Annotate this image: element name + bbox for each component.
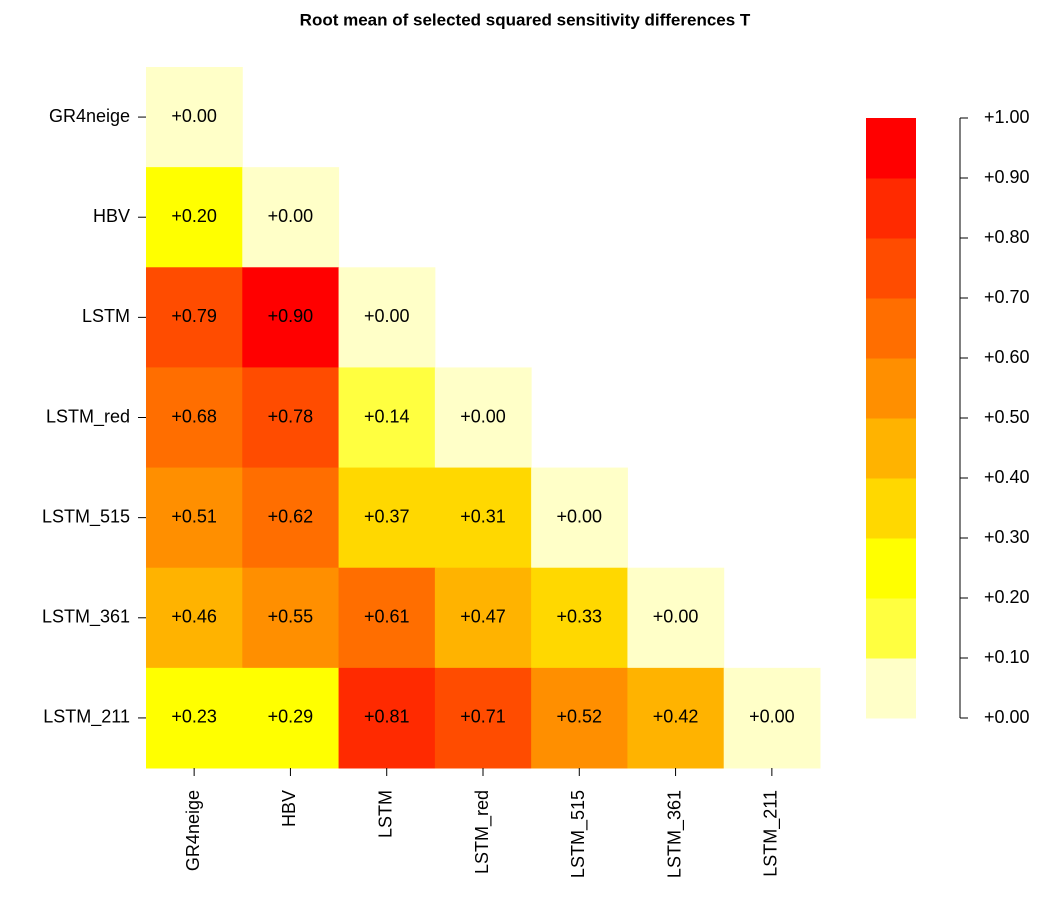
heatmap-cell [146, 167, 243, 268]
y-tick-label: LSTM_361 [42, 607, 130, 628]
cell-label: +0.52 [557, 707, 603, 727]
cell-label: +0.23 [171, 707, 217, 727]
colorbar-tick-label: +0.70 [984, 287, 1030, 307]
x-tick-label: LSTM [375, 790, 395, 838]
colorbar-bin [866, 658, 916, 719]
heatmap-cell [242, 367, 340, 469]
colorbar-tick-label: +0.60 [984, 347, 1030, 367]
x-tick-label: HBV [279, 790, 299, 827]
colorbar-bin [866, 298, 916, 359]
x-tick-label: LSTM_red [472, 790, 493, 874]
cell-label: +0.20 [171, 206, 217, 226]
cell-label: +0.00 [364, 306, 410, 326]
cell-label: +0.00 [557, 506, 603, 526]
x-tick-label: LSTM_361 [664, 790, 685, 878]
colorbar-bin [866, 178, 916, 239]
cell-label: +0.55 [268, 607, 314, 627]
y-tick-label: GR4neige [49, 106, 130, 126]
colorbar-tick-label: +0.30 [984, 527, 1030, 547]
heatmap-cell [531, 467, 628, 569]
cell-label: +0.31 [460, 506, 506, 526]
cell-label: +0.46 [171, 607, 217, 627]
heatmap-cell [338, 267, 436, 368]
heatmap-cell [723, 667, 821, 769]
x-tick-label: LSTM_515 [568, 790, 589, 878]
heatmap-cell [531, 667, 628, 769]
cell-label: +0.90 [268, 306, 314, 326]
colorbar-bin [866, 358, 916, 419]
heatmap-cell [338, 667, 436, 769]
y-tick-label: LSTM_red [46, 406, 130, 427]
heatmap-cell [531, 567, 628, 669]
colorbar-bin [866, 418, 916, 479]
y-tick-label: LSTM [82, 306, 130, 326]
heatmap-cell [338, 367, 436, 469]
cell-label: +0.79 [171, 306, 217, 326]
colorbar-tick-label: +0.90 [984, 167, 1030, 187]
cell-label: +0.00 [653, 607, 699, 627]
heatmap-cell [146, 267, 243, 368]
heatmap-cell [242, 467, 340, 569]
cell-label: +0.71 [460, 707, 506, 727]
colorbar-tick-label: +0.00 [984, 707, 1030, 727]
cell-label: +0.37 [364, 506, 410, 526]
heatmap-cell [146, 667, 243, 769]
colorbar-bin [866, 598, 916, 659]
colorbar-bin [866, 478, 916, 539]
colorbar-tick-label: +0.20 [984, 587, 1030, 607]
heatmap-cell [146, 367, 243, 469]
heatmap-cell [242, 567, 340, 669]
heatmap-cell [627, 667, 725, 769]
colorbar-bin [866, 538, 916, 599]
x-tick-label: LSTM_211 [761, 790, 782, 877]
heatmap-cell [242, 167, 340, 268]
cell-label: +0.42 [653, 707, 699, 727]
colorbar-bin [866, 118, 916, 179]
heatmap-cell [242, 267, 340, 368]
x-tick-label: GR4neige [183, 790, 203, 871]
heatmap-cell [146, 67, 243, 168]
cell-label: +0.51 [171, 506, 217, 526]
cell-label: +0.47 [460, 607, 506, 627]
y-tick-label: HBV [93, 206, 130, 226]
cell-label: +0.33 [557, 607, 603, 627]
colorbar-tick-label: +0.40 [984, 467, 1030, 487]
heatmap-cell [242, 667, 340, 769]
y-tick-label: LSTM_515 [42, 506, 130, 527]
chart-title: Root mean of selected squared sensitivit… [300, 10, 751, 29]
colorbar-tick-label: +0.10 [984, 647, 1030, 667]
y-tick-label: LSTM_211 [43, 707, 130, 728]
cell-label: +0.61 [364, 607, 410, 627]
heatmap-cell [146, 467, 243, 569]
heatmap-cell [434, 467, 532, 569]
heatmap-cell [338, 567, 436, 669]
heatmap-cell [627, 567, 725, 669]
heatmap-cell [338, 467, 436, 569]
heatmap-cell [434, 667, 532, 769]
colorbar-tick-label: +0.50 [984, 407, 1030, 427]
cell-label: +0.68 [171, 406, 217, 426]
cell-label: +0.00 [268, 206, 314, 226]
colorbar-tick-label: +1.00 [984, 107, 1030, 127]
heatmap-cell [434, 367, 532, 469]
cell-label: +0.14 [364, 406, 410, 426]
cell-label: +0.00 [171, 106, 217, 126]
cell-label: +0.00 [460, 406, 506, 426]
cell-label: +0.78 [268, 406, 314, 426]
colorbar-tick-label: +0.80 [984, 227, 1030, 247]
heatmap-cell [434, 567, 532, 669]
heatmap-cell [146, 567, 243, 669]
cell-label: +0.29 [268, 707, 314, 727]
cell-label: +0.62 [268, 506, 314, 526]
cell-label: +0.00 [749, 707, 795, 727]
cell-label: +0.81 [364, 707, 410, 727]
colorbar-bin [866, 238, 916, 299]
